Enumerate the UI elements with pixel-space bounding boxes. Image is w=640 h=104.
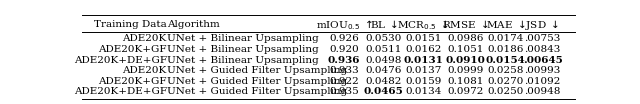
Text: 0.1051: 0.1051: [447, 45, 484, 54]
Text: 0.0482: 0.0482: [365, 77, 402, 86]
Text: 0.0910: 0.0910: [445, 56, 486, 65]
Text: 0.0137: 0.0137: [405, 66, 442, 75]
Text: 0.1081: 0.1081: [447, 77, 484, 86]
Text: 0.0972: 0.0972: [447, 87, 484, 96]
Text: 0.0465: 0.0465: [364, 87, 404, 96]
Text: 0.0511: 0.0511: [365, 45, 402, 54]
Text: RMSE $\downarrow$: RMSE $\downarrow$: [442, 19, 489, 30]
Text: UNet + Guided Filter Upsampling: UNet + Guided Filter Upsampling: [167, 66, 347, 75]
Text: UNet + Bilinear Upsampling: UNet + Bilinear Upsampling: [167, 56, 319, 65]
Text: ADE20K+DE+GF: ADE20K+DE+GF: [74, 87, 167, 96]
Text: 0.0999: 0.0999: [447, 66, 484, 75]
Text: 0.0162: 0.0162: [405, 45, 442, 54]
Text: 0.0250: 0.0250: [487, 87, 524, 96]
Text: UNet + Guided Filter Upsampling: UNet + Guided Filter Upsampling: [167, 87, 347, 96]
Text: .00753: .00753: [524, 34, 561, 43]
Text: 0.0131: 0.0131: [404, 56, 444, 65]
Text: 0.0154: 0.0154: [486, 56, 525, 65]
Text: JSD $\downarrow$: JSD $\downarrow$: [525, 18, 559, 32]
Text: 0.0476: 0.0476: [365, 66, 402, 75]
Text: 0.926: 0.926: [329, 34, 359, 43]
Text: ADE20K+GF: ADE20K+GF: [99, 77, 167, 86]
Text: UNet + Bilinear Upsampling: UNet + Bilinear Upsampling: [167, 34, 319, 43]
Text: 0.920: 0.920: [329, 45, 359, 54]
Text: 0.0498: 0.0498: [365, 56, 402, 65]
Text: 0.0986: 0.0986: [447, 34, 484, 43]
Text: .00993: .00993: [524, 66, 561, 75]
Text: .00645: .00645: [523, 56, 563, 65]
Text: Algorithm: Algorithm: [167, 20, 220, 29]
Text: 0.936: 0.936: [328, 56, 360, 65]
Text: 0.933: 0.933: [329, 66, 359, 75]
Text: 0.0134: 0.0134: [405, 87, 442, 96]
Text: MAE $\downarrow$: MAE $\downarrow$: [486, 19, 525, 30]
Text: ADE20K: ADE20K: [122, 66, 167, 75]
Text: UNet + Guided Filter Upsampling: UNet + Guided Filter Upsampling: [167, 77, 347, 86]
Text: UNet + Bilinear Upsampling: UNet + Bilinear Upsampling: [167, 45, 319, 54]
Text: BL $\downarrow$: BL $\downarrow$: [370, 19, 398, 30]
Text: 0.935: 0.935: [329, 87, 359, 96]
Text: .00948: .00948: [524, 87, 561, 96]
Text: ADE20K+GF: ADE20K+GF: [99, 45, 167, 54]
Text: .00843: .00843: [524, 45, 561, 54]
Text: 0.0270: 0.0270: [487, 77, 524, 86]
Text: 0.0186: 0.0186: [487, 45, 524, 54]
Text: 0.0258: 0.0258: [487, 66, 524, 75]
Text: ADE20K+DE+GF: ADE20K+DE+GF: [74, 56, 167, 65]
Text: 0.922: 0.922: [329, 77, 359, 86]
Text: 0.0174: 0.0174: [487, 34, 524, 43]
Text: 0.0159: 0.0159: [405, 77, 442, 86]
Text: Training Data: Training Data: [94, 20, 167, 29]
Text: 0.0151: 0.0151: [405, 34, 442, 43]
Text: 0.0530: 0.0530: [365, 34, 402, 43]
Text: ADE20K: ADE20K: [122, 34, 167, 43]
Text: MCR$_{0.5}$ $\downarrow$: MCR$_{0.5}$ $\downarrow$: [397, 18, 449, 32]
Text: .01092: .01092: [524, 77, 561, 86]
Text: mIOU$_{0.5}$ $\uparrow$: mIOU$_{0.5}$ $\uparrow$: [316, 18, 372, 32]
